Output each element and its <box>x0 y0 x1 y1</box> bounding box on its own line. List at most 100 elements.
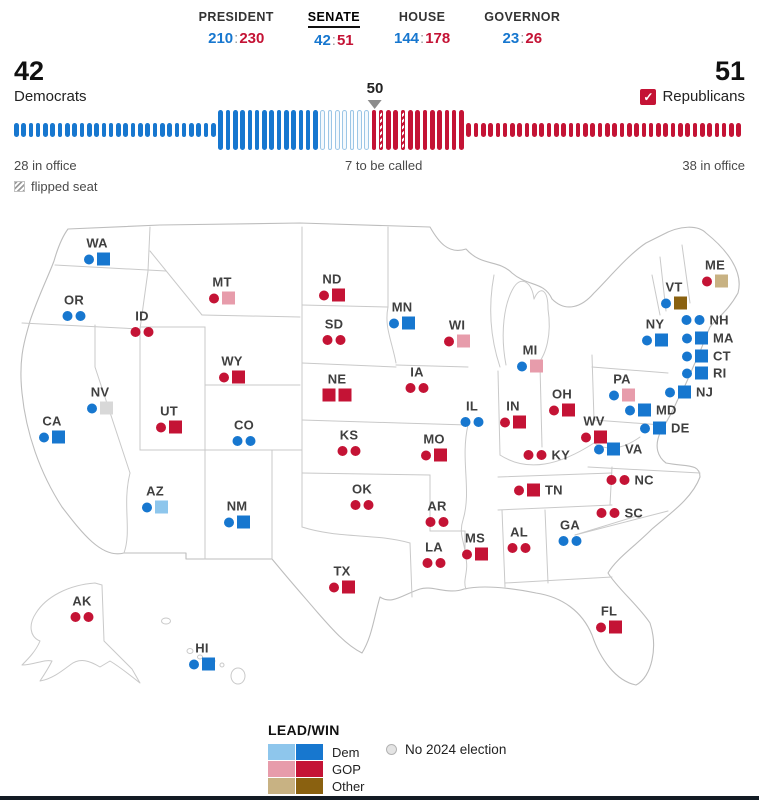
state-ga[interactable] <box>558 536 582 546</box>
state-nc[interactable] <box>606 475 630 485</box>
state-mi[interactable] <box>517 359 543 373</box>
lead-win-legend: LEAD/WIN Dem GOP Other <box>268 722 365 794</box>
seat-pill-dem-office <box>65 123 70 137</box>
tab-governor[interactable]: GOVERNOR 23:26 <box>484 8 560 49</box>
seat-pill-gop-office <box>524 123 530 137</box>
state-de[interactable] <box>640 421 666 435</box>
state-va[interactable] <box>594 442 620 456</box>
bottom-divider <box>0 796 759 800</box>
tab-president[interactable]: PRESIDENT 210:230 <box>199 8 274 49</box>
state-il[interactable] <box>460 417 484 427</box>
state-ak[interactable] <box>70 612 94 622</box>
seat-pill-dem-office <box>152 123 158 137</box>
state-ia[interactable] <box>405 383 429 393</box>
state-oh[interactable] <box>549 403 575 417</box>
state-az[interactable] <box>142 500 168 514</box>
gop-in-office-label: 38 in office <box>682 158 745 173</box>
state-wa[interactable] <box>84 252 110 266</box>
incumbent-marker-dem-win <box>665 387 675 397</box>
seat-pill-dem-win <box>313 110 318 150</box>
seat-pill-uncalled <box>327 110 333 150</box>
seat-pill-dem-office <box>167 123 172 137</box>
state-label-al: AL <box>510 524 528 540</box>
state-label-id: ID <box>135 308 149 324</box>
state-pa[interactable] <box>609 388 635 402</box>
race-marker-dem-win <box>97 252 110 266</box>
state-or[interactable] <box>62 311 86 321</box>
race-marker-other-win <box>674 296 687 310</box>
state-nj[interactable] <box>665 385 691 399</box>
state-id[interactable] <box>130 327 154 337</box>
race-marker-gop-win <box>594 430 607 444</box>
incumbent-marker-dem-win <box>640 423 650 433</box>
dem-in-office-label: 28 in office <box>14 158 77 173</box>
state-label-ct: CT <box>713 348 731 364</box>
state-wy[interactable] <box>219 370 245 384</box>
state-ne[interactable] <box>322 388 352 402</box>
state-label-vt: VT <box>665 279 683 295</box>
incumbent-marker-dem-win <box>625 405 635 415</box>
state-ct[interactable] <box>682 349 708 363</box>
state-ri[interactable] <box>682 366 708 380</box>
no-election-legend: No 2024 election <box>386 742 506 757</box>
state-ar[interactable] <box>425 517 449 527</box>
incumbent-marker-gop-win <box>435 558 446 568</box>
seat-pill-flipped <box>378 110 384 150</box>
state-tx[interactable] <box>329 580 355 594</box>
legend-row-label: Other <box>332 778 365 794</box>
gop-score: 178 <box>425 30 451 47</box>
state-mn[interactable] <box>389 316 415 330</box>
state-vt[interactable] <box>661 296 687 310</box>
state-hi[interactable] <box>189 657 215 671</box>
state-ks[interactable] <box>337 446 361 456</box>
race-marker-gop-win <box>169 420 182 434</box>
legend-row-gop: GOP <box>268 761 365 777</box>
state-sc[interactable] <box>596 508 620 518</box>
state-ma[interactable] <box>682 331 708 345</box>
state-label-il: IL <box>466 398 478 414</box>
state-al[interactable] <box>507 543 531 553</box>
state-in[interactable] <box>500 415 526 429</box>
seat-pill-flipped <box>400 110 406 150</box>
state-nd[interactable] <box>319 288 345 302</box>
gop-score: 26 <box>525 30 543 47</box>
state-label-ri: RI <box>713 365 727 381</box>
state-wv[interactable] <box>581 430 607 444</box>
incumbent-marker-gop-win <box>322 335 333 345</box>
seat-pill-dem-win <box>218 110 223 150</box>
state-label-ne: NE <box>327 371 347 387</box>
state-me[interactable] <box>702 274 728 288</box>
state-ut[interactable] <box>156 420 182 434</box>
race-marker-dem-win <box>695 349 708 363</box>
state-fl[interactable] <box>596 620 622 634</box>
state-ky[interactable] <box>523 450 547 460</box>
seat-pill-gop-win <box>415 110 420 150</box>
state-ny[interactable] <box>642 333 668 347</box>
seat-pill-gop-win <box>451 110 457 150</box>
state-tn[interactable] <box>514 483 540 497</box>
state-la[interactable] <box>422 558 446 568</box>
senate-seat-bar <box>14 110 745 150</box>
state-co[interactable] <box>232 436 256 446</box>
state-md[interactable] <box>625 403 651 417</box>
seat-pill-dem-office <box>181 123 187 137</box>
tab-label: GOVERNOR <box>484 10 561 24</box>
legend-row-other: Other <box>268 778 365 794</box>
state-ca[interactable] <box>39 430 65 444</box>
state-mo[interactable] <box>421 448 447 462</box>
state-wi[interactable] <box>444 334 470 348</box>
tab-senate[interactable]: SENATE 42:51 <box>307 8 360 49</box>
tab-house[interactable]: HOUSE 144:178 <box>394 8 450 49</box>
state-nv[interactable] <box>87 401 113 415</box>
state-nm[interactable] <box>224 515 250 529</box>
dem-total: 42 <box>14 56 45 86</box>
state-ms[interactable] <box>462 547 488 561</box>
state-nh[interactable] <box>681 315 705 325</box>
seat-pill-dem-office <box>108 123 114 137</box>
race-marker-gop-lead <box>457 334 470 348</box>
state-mt[interactable] <box>209 291 235 305</box>
state-sd[interactable] <box>322 335 346 345</box>
race-marker-dem-win <box>402 316 415 330</box>
state-ok[interactable] <box>350 500 374 510</box>
majority-check-icon: ✓ <box>640 88 657 105</box>
